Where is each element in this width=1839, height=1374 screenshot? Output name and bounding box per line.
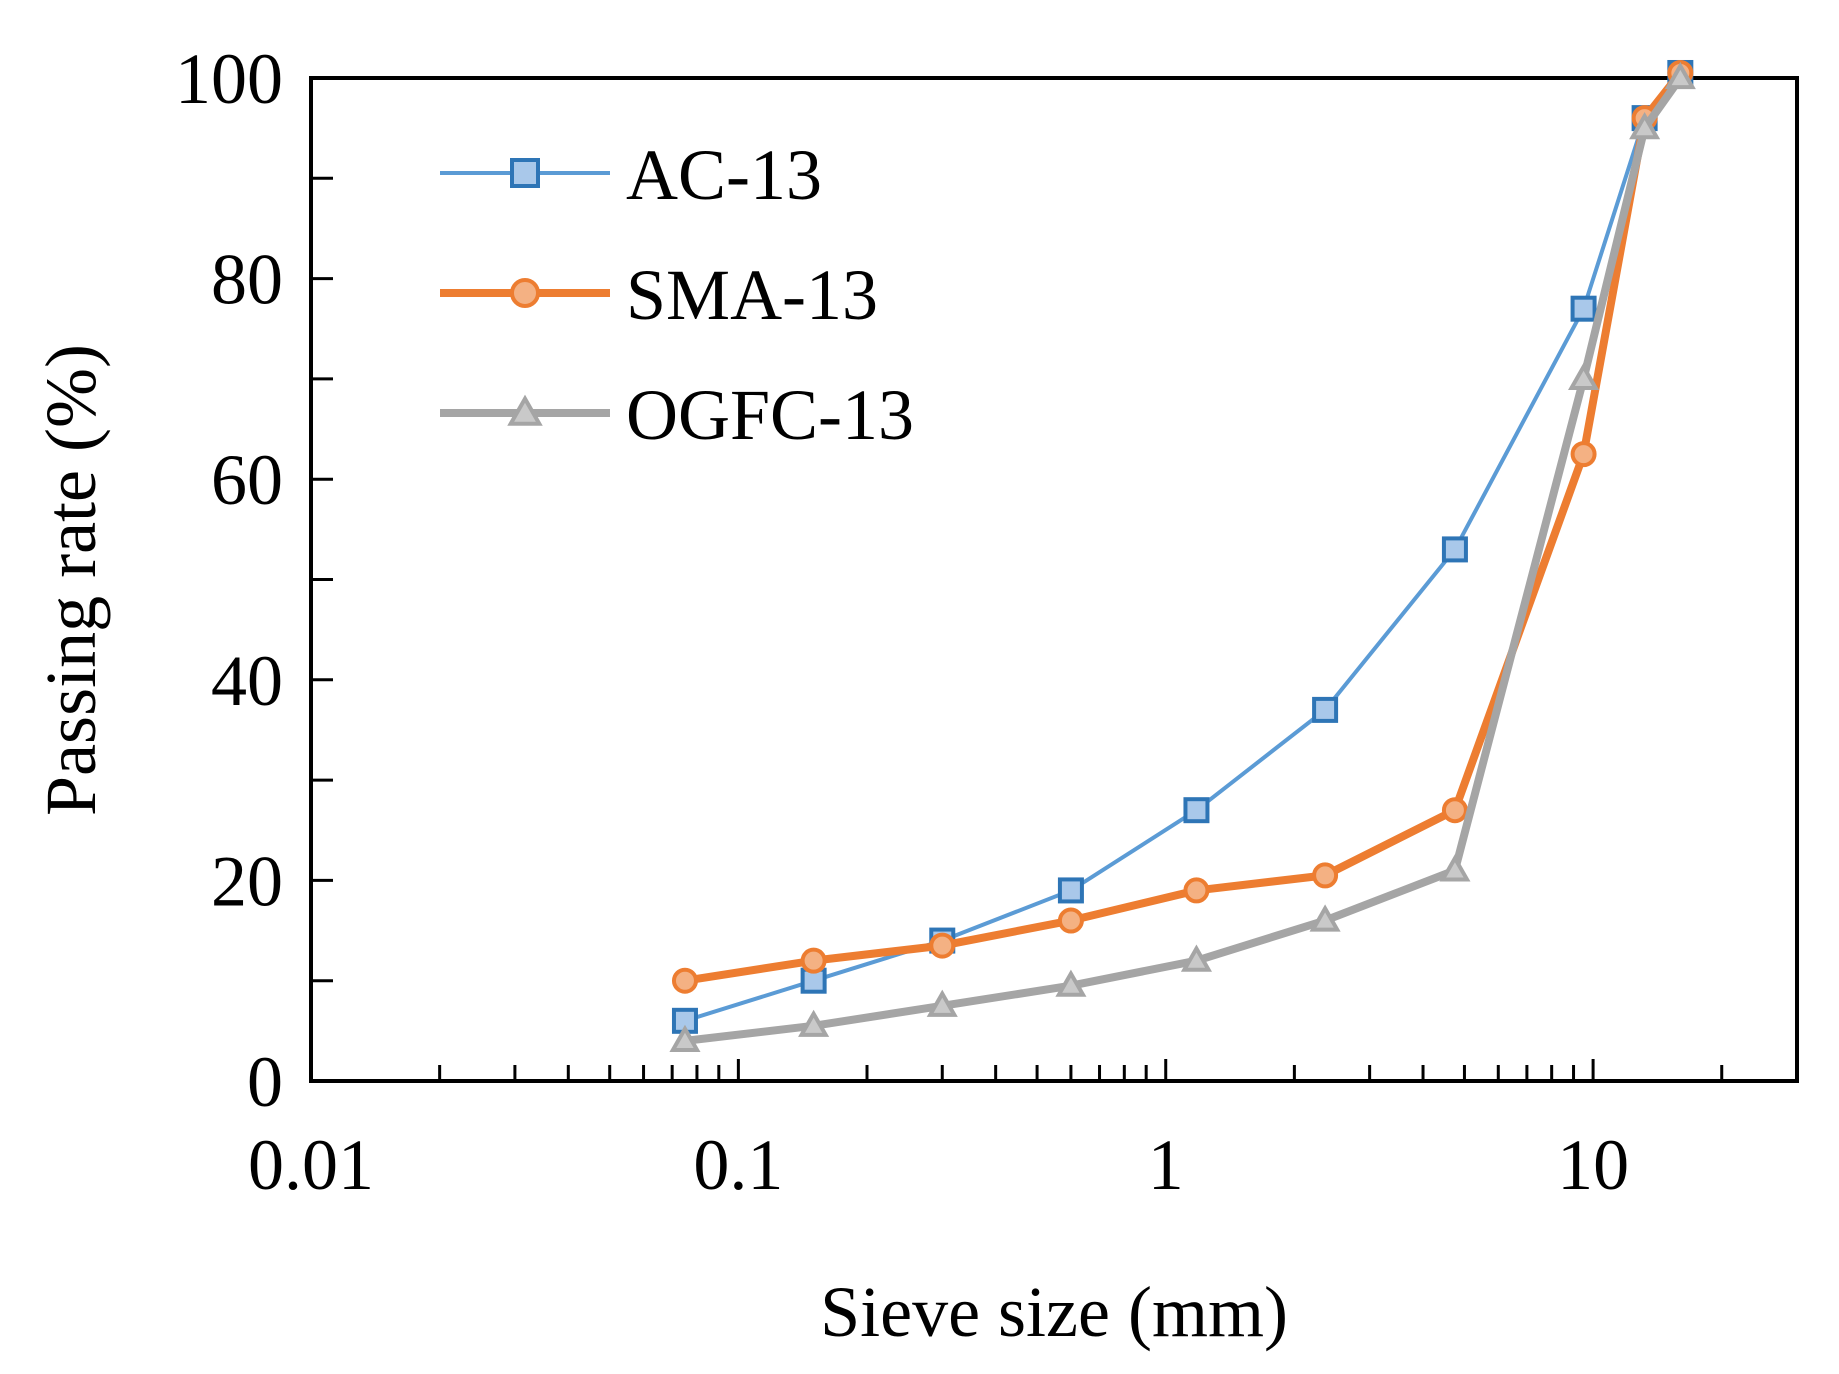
data-point-sma-13 [1183, 877, 1210, 904]
legend-label-ac-13: AC-13 [626, 135, 822, 215]
legend-marker-ogfc-13 [507, 394, 543, 426]
series-sma-13 [671, 59, 1694, 994]
data-point-ogfc-13 [1439, 854, 1471, 882]
data-point-ogfc-13 [1055, 969, 1087, 997]
legend-item-ogfc-13: OGFC-13 [440, 375, 914, 455]
legend-item-ac-13: AC-13 [440, 135, 822, 215]
legend-label-ogfc-13: OGFC-13 [626, 375, 914, 455]
y-tick-label: 20 [211, 841, 283, 921]
series-ogfc-13 [669, 61, 1696, 1052]
data-point-ac-13 [1441, 536, 1468, 563]
data-point-sma-13 [929, 932, 956, 959]
data-point-sma-13 [1312, 862, 1339, 889]
legend-item-sma-13: SMA-13 [440, 255, 878, 335]
data-point-ac-13 [1183, 797, 1210, 824]
y-tick-label: 100 [175, 39, 283, 119]
x-tick-label: 1 [1148, 1125, 1184, 1205]
data-point-ogfc-13 [669, 1024, 701, 1052]
data-point-ogfc-13 [798, 1009, 830, 1037]
data-point-sma-13 [671, 967, 698, 994]
data-point-ac-13 [1057, 877, 1084, 904]
y-tick-label: 60 [211, 440, 283, 520]
legend: AC-13 SMA-13 OGFC-13 [440, 135, 914, 455]
series-line-sma-13 [680, 68, 1685, 985]
x-axis-ticks: 0.01 0.1 1 10 [248, 1059, 1799, 1205]
x-tick-label: 10 [1557, 1125, 1629, 1205]
x-tick-label: 0.01 [248, 1125, 374, 1205]
y-axis-title: Passing rate (%) [31, 344, 111, 816]
y-tick-label: 40 [211, 641, 283, 721]
legend-marker-ac-13 [510, 158, 540, 188]
series-layer [669, 59, 1696, 1052]
y-tick-label: 80 [211, 240, 283, 320]
data-point-ogfc-13 [1309, 904, 1341, 932]
data-point-sma-13 [1441, 797, 1468, 824]
legend-marker-sma-13 [510, 278, 540, 308]
data-point-sma-13 [1057, 907, 1084, 934]
data-point-ogfc-13 [1180, 944, 1212, 972]
data-point-ogfc-13 [1629, 112, 1661, 140]
data-point-ac-13 [1570, 295, 1597, 322]
data-point-ogfc-13 [1664, 61, 1696, 90]
x-tick-label: 0.1 [693, 1125, 783, 1205]
data-point-sma-13 [1570, 441, 1597, 468]
data-point-ogfc-13 [1568, 362, 1600, 390]
x-axis-title: Sieve size (mm) [820, 1272, 1288, 1352]
data-point-sma-13 [800, 947, 827, 974]
data-point-ogfc-13 [926, 989, 958, 1017]
series-line-ogfc-13 [680, 74, 1685, 1045]
legend-label-sma-13: SMA-13 [626, 255, 878, 335]
y-axis-ticks: 0 20 40 60 80 100 [175, 39, 333, 1122]
series-line-ac-13 [682, 70, 1683, 1023]
plot-area-frame [309, 76, 1799, 1083]
data-point-ac-13 [1312, 696, 1339, 723]
y-tick-label: 0 [247, 1042, 283, 1122]
